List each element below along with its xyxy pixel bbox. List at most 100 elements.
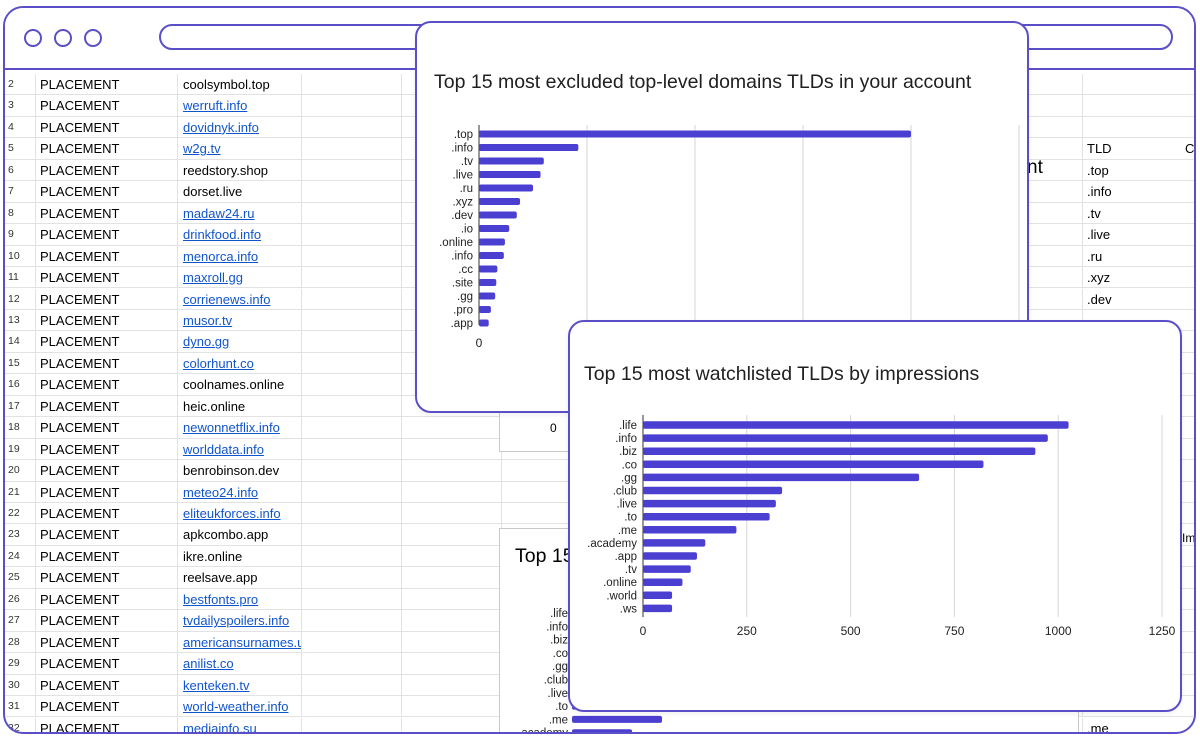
cell-placement-url[interactable]: dovidnyk.info [178,116,302,138]
cell-placement-type[interactable]: PLACEMENT [36,460,178,481]
cell-placement-type[interactable]: PLACEMENT [36,224,178,245]
cell-placement-type[interactable]: PLACEMENT [36,74,178,95]
cell-empty[interactable] [302,460,402,481]
tld-cell-empty[interactable] [1082,95,1194,117]
cell-empty[interactable] [302,288,402,309]
cell-empty[interactable] [302,224,402,245]
cell-empty[interactable] [302,588,402,610]
cell-placement-type[interactable]: PLACEMENT [36,503,178,524]
cell-empty[interactable] [302,374,402,395]
cell-empty[interactable] [402,460,502,481]
cell-empty[interactable] [302,202,402,224]
tld-cell[interactable]: .dev [1082,288,1194,310]
cell-placement-type[interactable]: PLACEMENT [36,181,178,202]
cell-placement-type[interactable]: PLACEMENT [36,374,178,395]
cell-empty[interactable] [402,481,502,502]
cell-placement-type[interactable]: PLACEMENT [36,331,178,352]
cell-empty[interactable] [302,503,402,524]
tld-cell[interactable]: .ru [1082,245,1194,268]
cell-empty[interactable] [302,352,402,374]
cell-placement-type[interactable]: PLACEMENT [36,524,178,545]
cell-placement-url[interactable]: dyno.gg [178,331,302,352]
cell-placement-type[interactable]: PLACEMENT [36,417,178,438]
tld-cell[interactable]: .me [1082,717,1194,732]
cell-empty[interactable] [402,696,502,717]
cell-placement-type[interactable]: PLACEMENT [36,481,178,502]
window-maximize-icon[interactable] [84,29,102,47]
tld-cell[interactable]: .tv [1082,202,1194,225]
cell-placement-url[interactable]: kenteken.tv [178,674,302,696]
tld-cell[interactable]: .live [1082,224,1194,246]
cell-empty[interactable] [302,309,402,331]
cell-placement-type[interactable]: PLACEMENT [36,653,178,674]
window-close-icon[interactable] [24,29,42,47]
cell-empty[interactable] [402,567,502,588]
cell-empty[interactable] [302,267,402,288]
cell-placement-url[interactable]: w2g.tv [178,138,302,159]
cell-placement-url[interactable]: menorca.info [178,245,302,267]
cell-placement-type[interactable]: PLACEMENT [36,696,178,717]
cell-placement-type[interactable]: PLACEMENT [36,95,178,116]
cell-placement-url[interactable]: coolnames.online [178,374,302,395]
cell-empty[interactable] [302,74,402,95]
cell-placement-type[interactable]: PLACEMENT [36,674,178,696]
tld-cell-empty[interactable] [1082,74,1194,96]
cell-placement-url[interactable]: apkcombo.app [178,524,302,545]
cell-empty[interactable] [302,95,402,116]
cell-empty[interactable] [302,524,402,545]
cell-placement-url[interactable]: reelsave.app [178,567,302,588]
cell-empty[interactable] [402,417,502,438]
cell-placement-type[interactable]: PLACEMENT [36,245,178,267]
cell-placement-url[interactable]: world-weather.info [178,696,302,717]
cell-placement-type[interactable]: PLACEMENT [36,610,178,631]
cell-empty[interactable] [402,438,502,460]
cell-placement-url[interactable]: werruft.info [178,95,302,116]
cell-empty[interactable] [402,524,502,545]
cell-placement-url[interactable]: drinkfood.info [178,224,302,245]
cell-placement-url[interactable]: americansurnames.us [178,631,302,653]
cell-empty[interactable] [302,438,402,460]
cell-placement-url[interactable]: maxroll.gg [178,267,302,288]
tld-cell-empty[interactable] [1082,116,1194,139]
cell-placement-type[interactable]: PLACEMENT [36,717,178,732]
cell-empty[interactable] [402,674,502,696]
cell-placement-url[interactable]: ikre.online [178,545,302,567]
cell-empty[interactable] [302,717,402,732]
cell-placement-type[interactable]: PLACEMENT [36,159,178,181]
tld-header[interactable]: TLD [1082,138,1194,160]
cell-empty[interactable] [402,545,502,567]
tld-cell[interactable]: .info [1082,181,1194,203]
cell-placement-url[interactable]: colorhunt.co [178,352,302,374]
cell-empty[interactable] [302,245,402,267]
cell-empty[interactable] [302,481,402,502]
cell-empty[interactable] [302,653,402,674]
cell-empty[interactable] [302,159,402,181]
cell-empty[interactable] [302,331,402,352]
cell-placement-url[interactable]: reedstory.shop [178,159,302,181]
cell-placement-type[interactable]: PLACEMENT [36,567,178,588]
cell-placement-type[interactable]: PLACEMENT [36,588,178,610]
cell-empty[interactable] [302,181,402,202]
cell-empty[interactable] [402,503,502,524]
cell-placement-type[interactable]: PLACEMENT [36,352,178,374]
cell-empty[interactable] [402,610,502,631]
cell-placement-url[interactable]: bestfonts.pro [178,588,302,610]
cell-empty[interactable] [302,116,402,138]
cell-placement-type[interactable]: PLACEMENT [36,309,178,331]
cell-empty[interactable] [302,610,402,631]
cell-empty[interactable] [302,567,402,588]
cell-placement-url[interactable]: coolsymbol.top [178,74,302,95]
cell-placement-url[interactable]: newonnetflix.info [178,417,302,438]
cell-placement-url[interactable]: musor.tv [178,309,302,331]
cell-empty[interactable] [402,631,502,653]
cell-placement-url[interactable]: mediainfo.su [178,717,302,732]
cell-placement-url[interactable]: worlddata.info [178,438,302,460]
cell-empty[interactable] [302,417,402,438]
cell-placement-type[interactable]: PLACEMENT [36,116,178,138]
cell-empty[interactable] [302,395,402,417]
cell-empty[interactable] [302,138,402,159]
cell-placement-type[interactable]: PLACEMENT [36,202,178,224]
cell-placement-type[interactable]: PLACEMENT [36,267,178,288]
cell-empty[interactable] [302,696,402,717]
cell-placement-url[interactable]: heic.online [178,395,302,417]
